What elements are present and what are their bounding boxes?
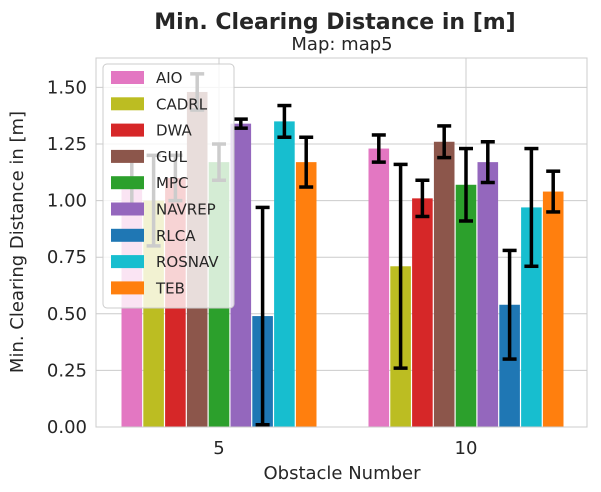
bar-rlca-10 [499,304,520,427]
bar-mpc-10 [455,184,477,427]
legend-swatch-rosnav [111,255,144,269]
x-tick-label: 10 [455,438,478,459]
y-tick-label: 0.75 [47,247,87,268]
y-tick-labels: 0.00 0.25 0.50 0.75 1.00 1.25 1.50 [47,77,87,438]
bar-gul-10 [433,141,455,427]
legend-swatch-gul [111,149,144,163]
legend-swatch-cadrl [111,97,144,111]
x-tick-labels: 5 10 [213,438,477,459]
legend-swatch-rlca [111,228,144,242]
bar-navrep-10 [477,162,499,428]
legend-label-navrep: NAVREP [156,201,216,219]
y-tick-label: 0.00 [47,417,87,438]
legend-label-mpc: MPC [156,174,188,192]
legend-label-rosnav: ROSNAV [156,253,219,271]
legend-swatch-navrep [111,202,144,216]
bar-rosnav-5 [274,121,295,427]
chart-subtitle: Map: map5 [291,34,392,55]
legend-label-teb: TEB [155,279,185,297]
bar-dwa-10 [412,198,433,427]
legend-label-dwa: DWA [156,122,193,140]
x-axis-label: Obstacle Number [263,463,421,484]
y-tick-label: 0.50 [47,304,87,325]
bar-navrep-5 [230,123,252,428]
chart-title: Min. Clearing Distance in [m] [154,10,515,35]
y-tick-label: 1.50 [47,77,87,98]
legend: AIO CADRL DWA GUL MPC NAVREP RLCA ROSNAV TEB [102,63,235,309]
x-tick-label: 5 [213,438,224,459]
bar-teb-5 [295,162,317,428]
legend-swatch-dwa [111,123,144,137]
legend-swatch-aio [111,71,144,84]
bar-aio-10 [368,148,390,427]
y-axis-label: Min. Clearing Distance in [m] [7,111,28,373]
bar-rosnav-10 [521,207,542,427]
legend-label-rlca: RLCA [156,227,196,245]
y-tick-label: 0.25 [47,360,87,381]
y-tick-label: 1.00 [47,191,87,212]
bar-teb-10 [542,191,564,427]
legend-swatch-teb [111,281,144,295]
legend-swatch-mpc [111,176,144,190]
legend-label-aio: AIO [156,69,183,87]
legend-label-cadrl: CADRL [156,95,208,113]
y-tick-label: 1.25 [47,134,87,155]
legend-label-gul: GUL [156,148,188,166]
plot-frame [95,57,588,428]
